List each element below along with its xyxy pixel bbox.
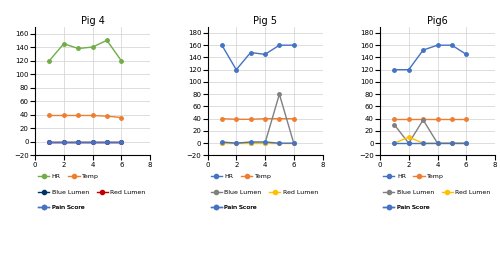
Legend: Pain Score: Pain Score <box>38 205 84 210</box>
Legend: Pain Score: Pain Score <box>383 205 430 210</box>
Title: Pig 4: Pig 4 <box>80 16 104 26</box>
Legend: Pain Score: Pain Score <box>210 205 257 210</box>
Title: Pig6: Pig6 <box>427 16 448 26</box>
Title: Pig 5: Pig 5 <box>253 16 277 26</box>
